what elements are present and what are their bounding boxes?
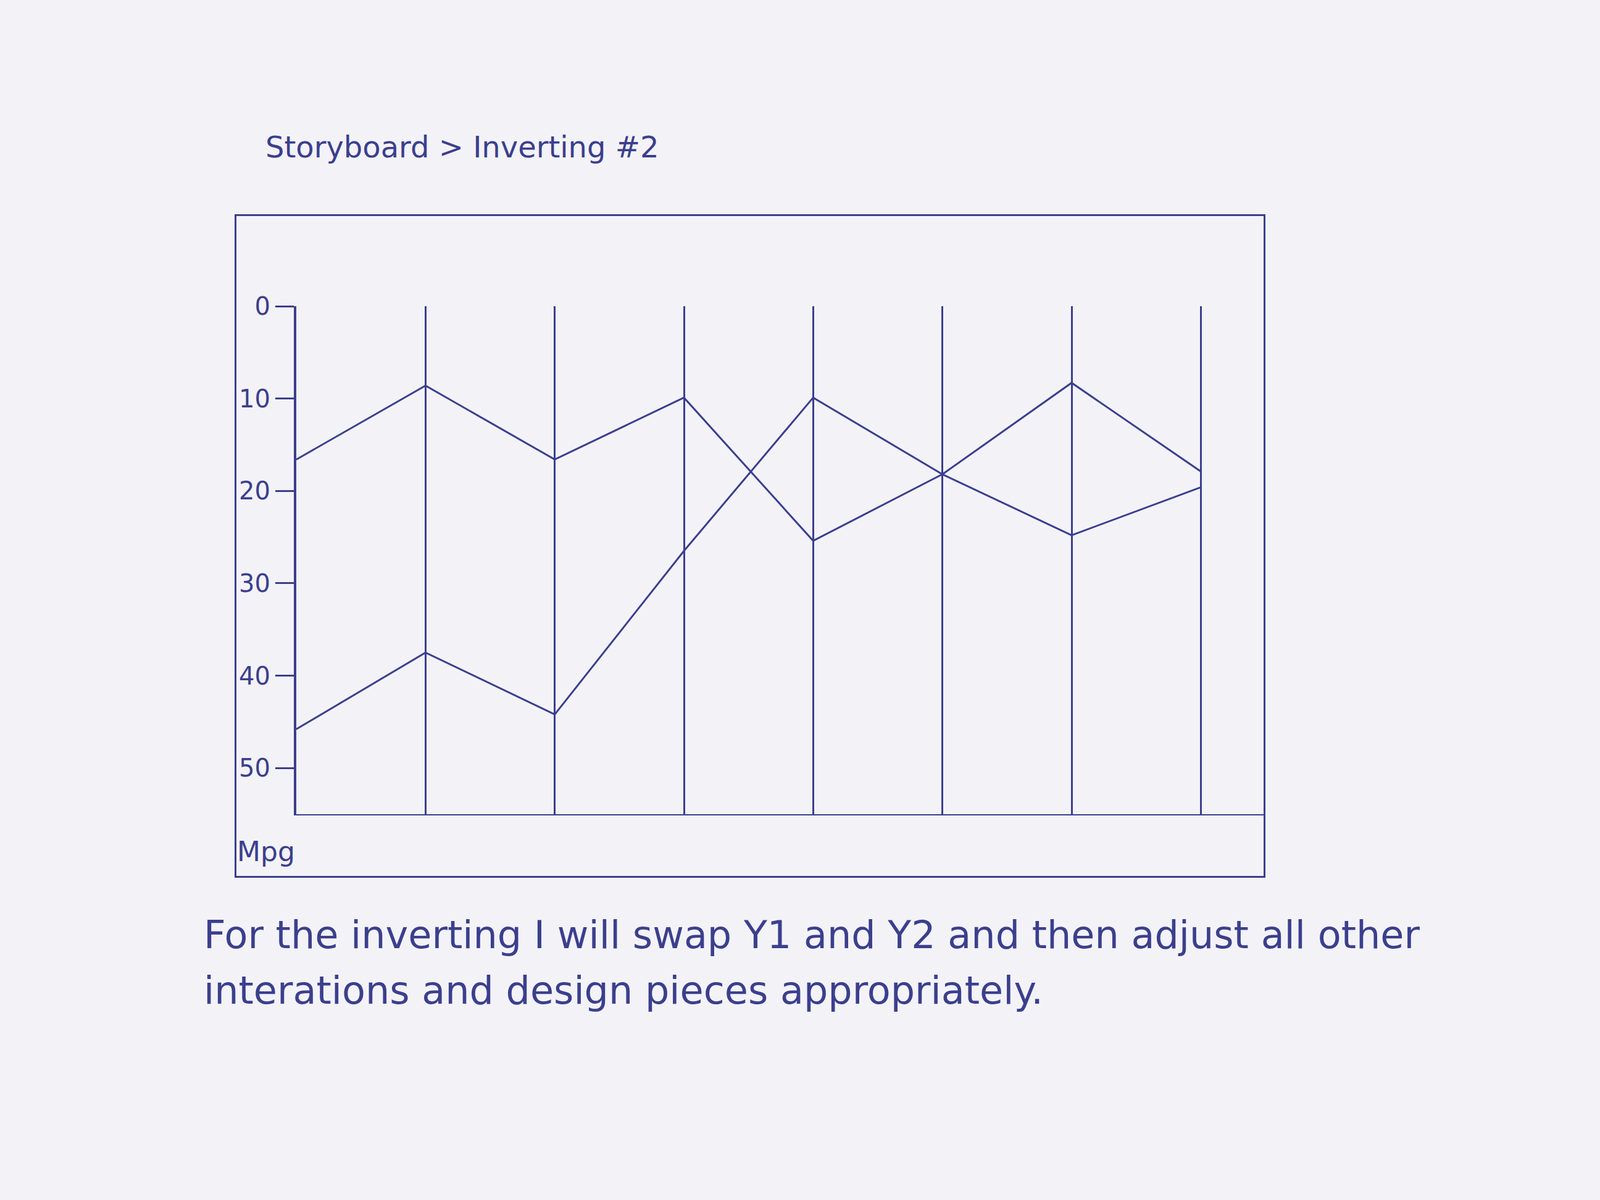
html-text:For the inverting I will swap: For the inverting I will swap Y1 and Y2 …	[203, 912, 1420, 1013]
svg-text:0: 0	[254, 291, 271, 321]
svg-text:50: 50	[238, 753, 271, 783]
svg-text:20: 20	[238, 476, 271, 505]
html-text:Storyboard > Inverting #2: Storyboard > Inverting #2	[265, 129, 659, 165]
svg-text:30: 30	[238, 569, 271, 598]
svg-text:Mpg: Mpg	[237, 835, 296, 868]
svg-text:40: 40	[238, 661, 271, 691]
svg-text:10: 10	[238, 384, 271, 413]
